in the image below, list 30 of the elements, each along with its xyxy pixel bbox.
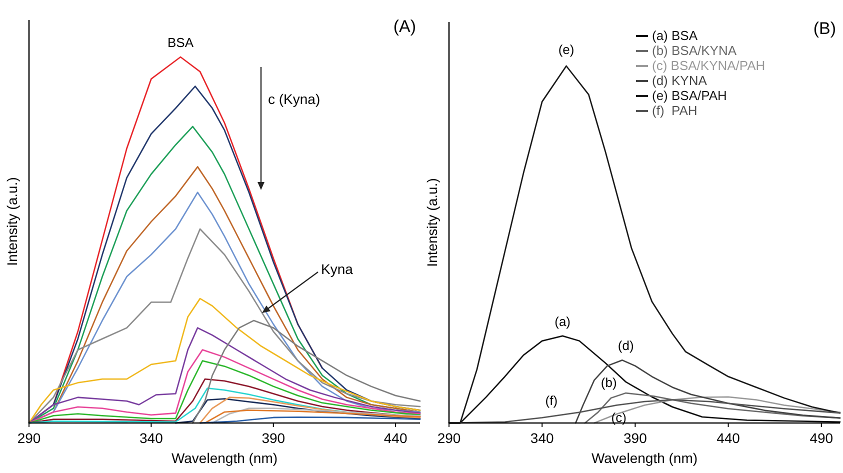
y-axis-title: Intensity (a.u.) [424,178,440,267]
annotation: Kyna [321,261,354,277]
annotation: (b) [600,375,617,390]
legend-label: (a) BSA [652,28,698,43]
annotation: (a) [554,314,571,329]
annotation: BSA [168,35,194,50]
chart-title: (B) [813,19,836,38]
annotation: (f) [545,393,558,408]
x-tick-label: 390 [262,430,286,446]
legend-label: (d) KYNA [652,73,708,88]
legend-label: (c) BSA/KYNA/PAH [652,58,766,73]
x-tick-label: 340 [530,430,554,446]
x-tick-label: 290 [437,430,461,446]
annotation: (d) [618,338,634,354]
annotation: (c) [611,410,626,425]
x-tick-label: 440 [716,430,740,446]
x-tick-label: 390 [624,430,648,446]
y-axis-title: Intensity (a.u.) [4,177,20,266]
annotation: (e) [558,42,574,57]
chart-title: (A) [393,17,416,36]
annotation: c (Kyna) [268,91,320,107]
x-tick-label: 340 [140,430,164,446]
legend-label: (b) BSA/KYNA [652,43,737,58]
legend-label: (f) PAH [652,103,698,118]
x-axis-title: Wavelength (nm) [171,450,278,466]
x-tick-label: 440 [384,430,408,446]
x-axis-title: Wavelength (nm) [591,450,698,466]
x-tick-label: 490 [810,430,834,446]
legend-label: (e) BSA/PAH [652,88,727,103]
x-tick-label: 290 [17,430,41,446]
